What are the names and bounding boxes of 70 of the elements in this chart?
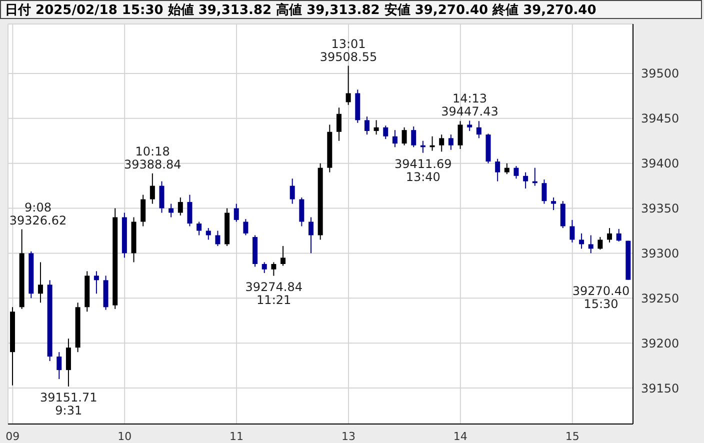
x-tick-label: 11 bbox=[230, 430, 244, 443]
y-tick-label: 39500 bbox=[641, 66, 680, 81]
candlestick bbox=[467, 120, 472, 132]
candlestick bbox=[560, 200, 566, 229]
candlestick bbox=[178, 196, 183, 216]
x-tick-label: 13 bbox=[341, 430, 356, 443]
x-tick-label: 10 bbox=[118, 430, 132, 443]
candlestick bbox=[383, 125, 388, 140]
candlestick bbox=[336, 107, 342, 142]
candlestick bbox=[607, 228, 612, 243]
annotation: 10:18 39388.84 bbox=[124, 144, 182, 172]
candlestick bbox=[523, 172, 528, 189]
annotation: 13:01 39508.55 bbox=[320, 36, 378, 64]
candlestick bbox=[458, 120, 463, 150]
candlestick bbox=[448, 134, 454, 150]
candlestick bbox=[551, 196, 556, 211]
candlestick bbox=[374, 120, 379, 136]
annotation: 39274.84 11:21 bbox=[245, 280, 302, 307]
annotation: 39270.40 15:30 bbox=[572, 284, 630, 311]
y-tick-label: 39150 bbox=[641, 381, 680, 396]
candlestick bbox=[187, 194, 192, 227]
candlestick bbox=[234, 203, 239, 222]
candlestick bbox=[364, 116, 370, 136]
y-tick-label: 39200 bbox=[641, 336, 680, 350]
candlestick bbox=[94, 270, 99, 294]
candlestick bbox=[588, 234, 594, 254]
candlestick bbox=[290, 178, 295, 204]
candlestick bbox=[159, 180, 164, 214]
candlestick bbox=[598, 236, 603, 250]
annotation: 39411.69 13:40 bbox=[394, 156, 452, 184]
candlestick bbox=[271, 262, 276, 276]
candlestick bbox=[570, 219, 575, 243]
candlestick bbox=[579, 232, 584, 250]
candlestick bbox=[262, 262, 267, 274]
candlestick bbox=[616, 228, 622, 242]
annotation: 9:08 39326.62 bbox=[9, 200, 67, 228]
candlestick bbox=[439, 134, 444, 152]
candlestick bbox=[168, 203, 174, 218]
candlestick bbox=[56, 352, 62, 380]
candlestick bbox=[299, 196, 304, 227]
annotation: 14:13 39447.43 bbox=[441, 92, 498, 119]
candlestick bbox=[542, 179, 547, 204]
candlestick bbox=[346, 65, 351, 106]
y-tick-label: 39450 bbox=[641, 112, 680, 126]
chart-title: 日付 2025/02/18 15:30 始値 39,313.82 高値 39,313.82 安値 39,270.40 終値 39,270.40 bbox=[0, 0, 702, 19]
annotation: 39151.71 9:31 bbox=[40, 390, 98, 418]
candlestick bbox=[514, 166, 519, 180]
x-tick-label: 15 bbox=[565, 430, 580, 443]
x-tick-label: 09 bbox=[6, 430, 20, 443]
candlestick bbox=[280, 246, 286, 266]
candlestick bbox=[308, 216, 314, 254]
candlestick bbox=[504, 162, 510, 175]
x-tick-label: 14 bbox=[453, 430, 468, 443]
candlestick bbox=[196, 221, 202, 236]
y-tick-label: 39400 bbox=[641, 156, 680, 171]
candlestick bbox=[140, 194, 146, 227]
candlestick bbox=[206, 228, 211, 240]
candlestick bbox=[495, 158, 500, 182]
candlestick bbox=[392, 130, 398, 148]
candlestick bbox=[66, 338, 71, 388]
y-tick-label: 39350 bbox=[641, 202, 680, 216]
candlestick bbox=[38, 262, 43, 304]
candlestick bbox=[411, 126, 416, 148]
candlestick bbox=[243, 218, 248, 236]
candlestick bbox=[476, 120, 482, 139]
candlestick bbox=[150, 172, 155, 204]
y-tick-label: 39250 bbox=[641, 291, 680, 306]
candlestick bbox=[402, 126, 407, 146]
y-tick-label: 39300 bbox=[641, 246, 680, 260]
candlestick bbox=[215, 230, 220, 247]
